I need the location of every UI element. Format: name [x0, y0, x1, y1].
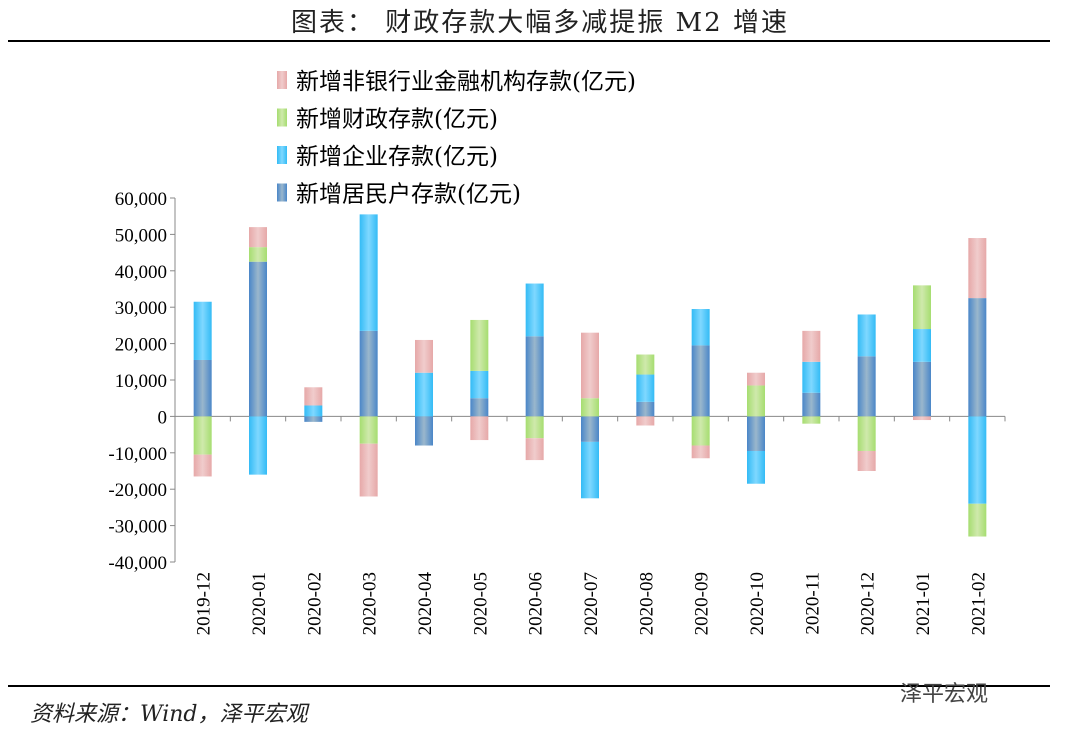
legend-swatch — [277, 108, 287, 127]
bar-新增企业存款-2020-11 — [802, 361, 821, 393]
bar-新增居民户存款-2020-01 — [249, 261, 267, 417]
bar-新增居民户存款-2020-08 — [636, 401, 655, 417]
source-note: 资料来源：Wind，泽平宏观 — [30, 702, 308, 727]
bar-新增企业存款-2021-02 — [968, 416, 987, 504]
bottom-rule — [8, 685, 1050, 687]
bar-新增财政存款-2020-09 — [691, 416, 710, 446]
bar-新增财政存款-2020-01 — [249, 247, 267, 262]
bar-新增企业存款-2020-12 — [857, 314, 876, 357]
bar-新增财政存款-2020-06 — [525, 416, 544, 439]
bar-新增居民户存款-2020-10 — [747, 416, 765, 451]
legend-swatch — [277, 71, 287, 89]
bar-新增非银行业金融机构存款-2020-02 — [304, 387, 323, 406]
bar-新增财政存款-2020-07 — [581, 398, 599, 417]
x-tick-label: 2020-07 — [581, 572, 602, 635]
bar-新增非银行业金融机构存款-2020-04 — [415, 339, 433, 373]
bar-新增企业存款-2020-04 — [415, 372, 433, 417]
bar-新增非银行业金融机构存款-2021-02 — [968, 238, 987, 299]
bar-新增财政存款-2020-05 — [470, 319, 489, 371]
bar-新增居民户存款-2020-02 — [304, 416, 323, 422]
x-tick-label: 2019-12 — [194, 572, 215, 635]
y-tick-label: 0 — [158, 407, 168, 428]
legend-label: 新增企业存款(亿元) — [296, 144, 498, 170]
bar-新增企业存款-2020-01 — [249, 416, 267, 475]
bar-新增企业存款-2020-06 — [525, 283, 544, 337]
bar-新增非银行业金融机构存款-2020-03 — [359, 443, 378, 497]
bar-新增企业存款-2020-08 — [636, 374, 655, 402]
bar-新增非银行业金融机构存款-2020-11 — [802, 330, 821, 362]
bar-新增非银行业金融机构存款-2020-06 — [525, 438, 544, 461]
x-tick-label: 2020-11 — [802, 572, 823, 635]
bar-新增企业存款-2020-10 — [747, 450, 765, 484]
bar-新增非银行业金融机构存款-2021-01 — [913, 416, 931, 421]
bar-新增居民户存款-2020-07 — [581, 416, 599, 442]
legend-label: 新增居民户存款(亿元) — [296, 182, 521, 208]
y-tick-label: -20,000 — [108, 480, 167, 501]
y-tick-label: 50,000 — [115, 225, 167, 246]
bar-新增财政存款-2021-02 — [968, 503, 987, 537]
bar-新增居民户存款-2019-12 — [193, 359, 212, 417]
x-tick-label: 2020-05 — [470, 572, 491, 635]
bar-新增居民户存款-2020-03 — [359, 330, 378, 417]
chart-title: 图表： 财政存款大幅多减提振 M2 增速 — [291, 8, 789, 38]
x-tick-label: 2020-10 — [747, 572, 768, 635]
y-tick-label: 40,000 — [115, 262, 167, 283]
bar-新增财政存款-2020-10 — [747, 385, 765, 417]
y-tick-label: 60,000 — [115, 189, 167, 210]
x-tick-label: 2021-01 — [913, 572, 934, 635]
bar-新增财政存款-2021-01 — [913, 285, 931, 330]
bar-新增居民户存款-2020-05 — [470, 398, 489, 417]
legend-label: 新增财政存款(亿元) — [296, 107, 498, 133]
bar-新增非银行业金融机构存款-2020-12 — [857, 450, 876, 471]
x-tick-label: 2020-06 — [526, 572, 547, 635]
bar-新增企业存款-2020-07 — [581, 441, 599, 499]
x-tick-label: 2020-02 — [304, 572, 325, 635]
x-tick-label: 2020-09 — [692, 572, 713, 635]
bar-新增非银行业金融机构存款-2020-08 — [636, 416, 655, 426]
bar-新增非银行业金融机构存款-2020-07 — [581, 332, 599, 399]
bar-新增非银行业金融机构存款-2020-05 — [470, 416, 489, 441]
bar-新增财政存款-2020-12 — [857, 416, 876, 451]
x-tick-label: 2020-08 — [636, 572, 657, 635]
bar-新增非银行业金融机构存款-2020-09 — [691, 445, 710, 459]
legend-label: 新增非银行业金融机构存款(亿元) — [296, 69, 636, 95]
bar-新增居民户存款-2020-09 — [691, 345, 710, 417]
bar-新增居民户存款-2020-06 — [525, 336, 544, 417]
bar-新增财政存款-2020-11 — [802, 416, 821, 424]
top-rule — [8, 40, 1050, 42]
bar-新增非银行业金融机构存款-2019-12 — [193, 454, 212, 477]
bar-新增居民户存款-2020-04 — [415, 416, 433, 446]
bar-新增非银行业金融机构存款-2020-10 — [747, 372, 765, 386]
y-tick-label: -10,000 — [108, 444, 167, 465]
bar-新增居民户存款-2021-02 — [968, 298, 987, 417]
x-tick-label: 2020-12 — [858, 572, 879, 635]
legend-swatch — [277, 183, 287, 202]
bar-新增企业存款-2020-02 — [304, 405, 323, 417]
legend-swatch — [277, 146, 287, 164]
x-tick-label: 2021-02 — [968, 572, 989, 635]
bar-新增企业存款-2019-12 — [193, 301, 212, 360]
y-tick-label: 20,000 — [115, 335, 167, 356]
bar-新增非银行业金融机构存款-2020-01 — [249, 227, 267, 248]
y-tick-label: 30,000 — [115, 298, 167, 319]
bar-新增企业存款-2020-05 — [470, 370, 489, 399]
bar-新增居民户存款-2020-12 — [857, 356, 876, 417]
bar-新增居民户存款-2020-11 — [802, 392, 821, 417]
x-tick-label: 2020-01 — [249, 572, 270, 635]
watermark: 泽平宏观 — [900, 682, 989, 707]
bar-新增企业存款-2020-09 — [691, 309, 710, 346]
bar-新增居民户存款-2021-01 — [913, 361, 931, 417]
y-tick-label: -30,000 — [108, 517, 167, 538]
bar-新增财政存款-2019-12 — [193, 416, 212, 455]
bar-新增财政存款-2020-03 — [359, 416, 378, 444]
y-tick-label: -40,000 — [108, 553, 167, 574]
x-tick-label: 2020-03 — [360, 572, 381, 635]
bar-新增企业存款-2021-01 — [913, 329, 931, 362]
bar-新增财政存款-2020-08 — [636, 354, 655, 375]
y-tick-label: 10,000 — [115, 371, 167, 392]
x-tick-label: 2020-04 — [415, 572, 436, 636]
bar-新增企业存款-2020-03 — [359, 214, 378, 331]
